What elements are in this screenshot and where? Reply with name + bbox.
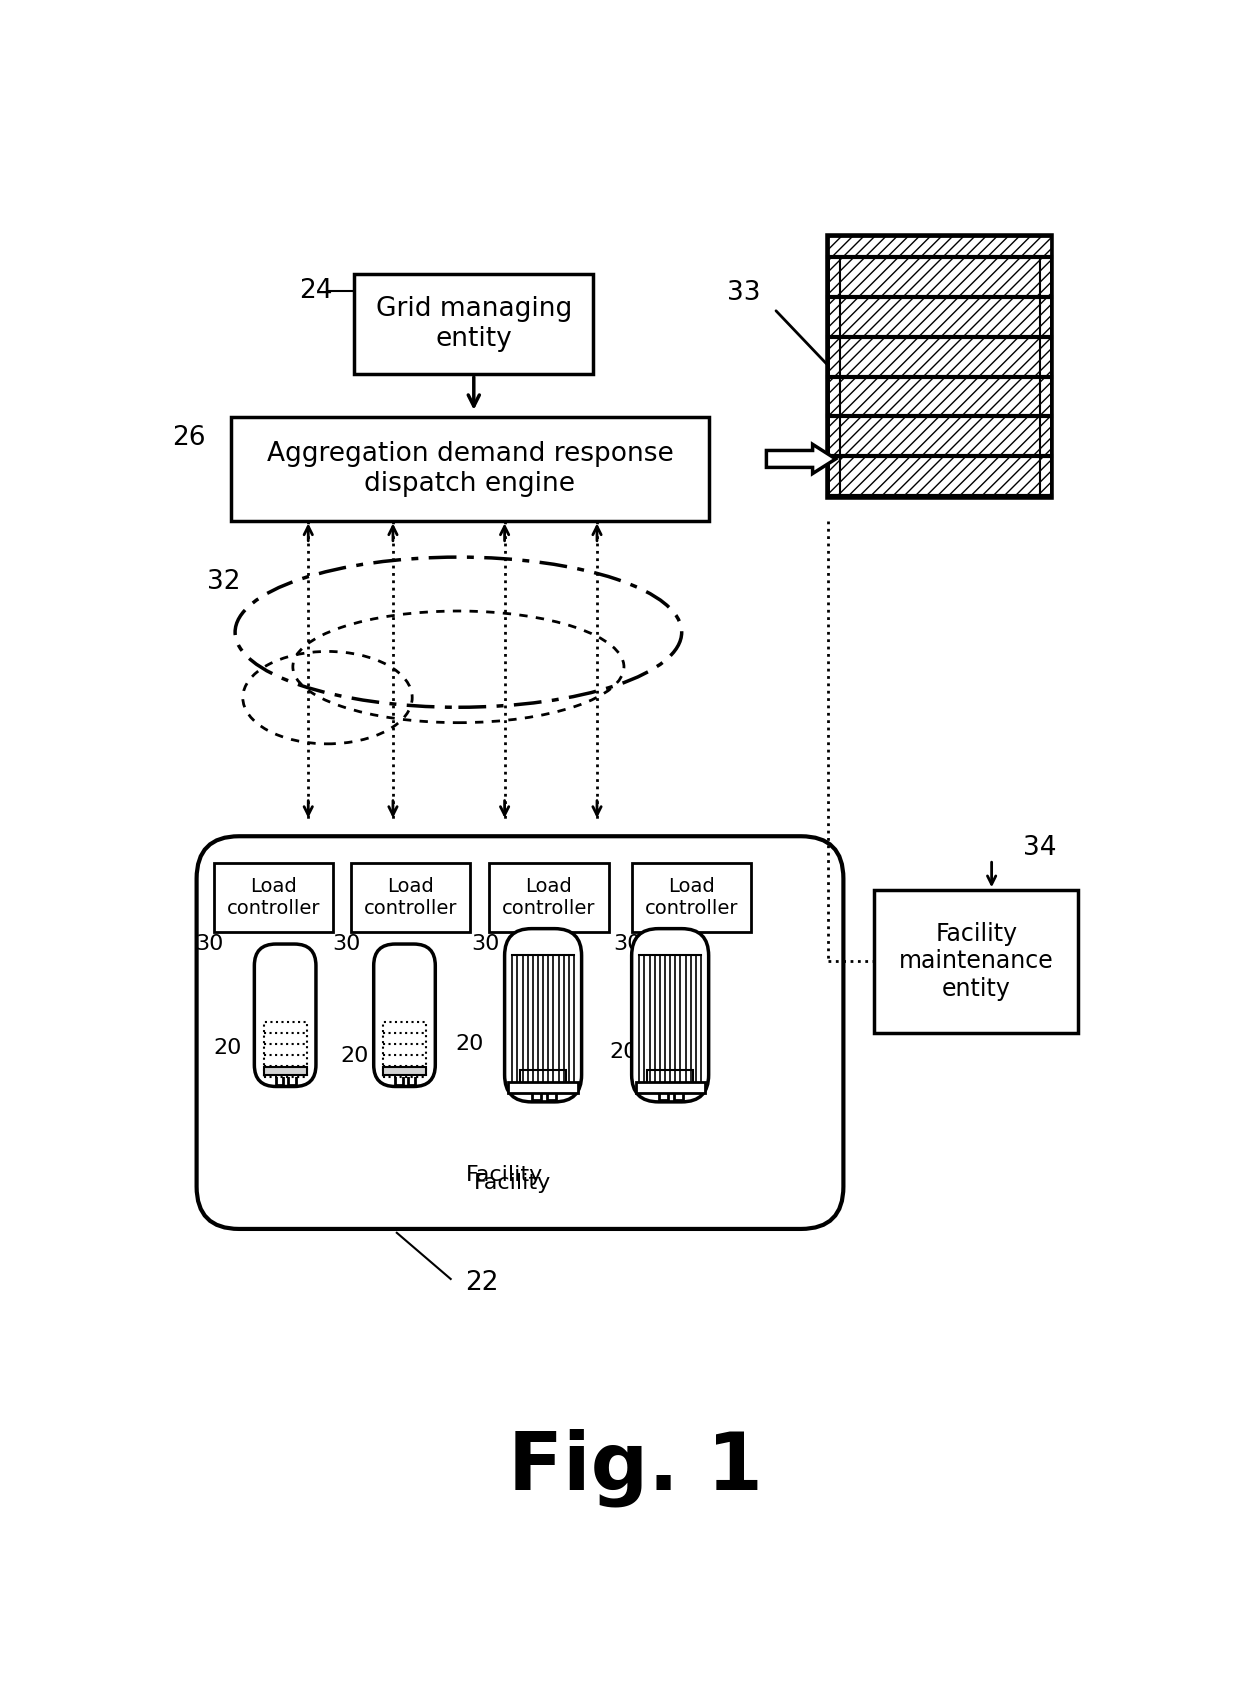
Bar (288, 1070, 295, 1086)
Text: 20: 20 (213, 1038, 242, 1058)
FancyArrow shape (766, 444, 836, 473)
Bar (675, 1086, 683, 1101)
Text: Facility: Facility (474, 1173, 551, 1193)
Bar (647, 1070, 693, 1086)
Text: Aggregation demand response
dispatch engine: Aggregation demand response dispatch eng… (267, 440, 673, 497)
Bar (635, 1082, 704, 1092)
Text: 20: 20 (456, 1034, 484, 1055)
Text: Facility
maintenance
entity: Facility maintenance entity (899, 922, 1054, 1002)
Text: 33: 33 (727, 280, 760, 306)
Text: Fig. 1: Fig. 1 (508, 1429, 763, 1507)
Bar (383, 1022, 427, 1077)
Text: 30: 30 (471, 934, 500, 954)
Bar (830, 377, 1050, 417)
Text: 24: 24 (299, 278, 332, 304)
Bar (830, 417, 1050, 456)
Text: Load
controller: Load controller (645, 877, 738, 918)
Bar (386, 1055, 423, 1070)
Bar (396, 1070, 403, 1086)
Text: Facility: Facility (466, 1166, 543, 1185)
Bar (264, 1022, 306, 1077)
Bar (520, 1070, 567, 1086)
Bar (264, 1067, 306, 1075)
FancyBboxPatch shape (254, 944, 316, 1086)
Bar (355, 275, 593, 374)
Text: Load
controller: Load controller (363, 877, 458, 918)
Bar (658, 1086, 668, 1101)
Text: 20: 20 (340, 1046, 368, 1065)
Bar (490, 864, 609, 932)
Bar (828, 236, 1052, 258)
Text: Load
controller: Load controller (502, 877, 595, 918)
Text: 30: 30 (332, 934, 361, 954)
FancyBboxPatch shape (373, 944, 435, 1086)
Bar (830, 336, 1050, 377)
Bar (231, 417, 708, 521)
Text: Grid managing
entity: Grid managing entity (376, 297, 572, 352)
Text: 20: 20 (610, 1041, 639, 1062)
Bar (532, 1086, 541, 1101)
Bar (828, 236, 1052, 497)
Text: 30: 30 (614, 934, 642, 954)
Bar (508, 1082, 578, 1092)
Bar (277, 1070, 283, 1086)
Bar (631, 864, 751, 932)
Bar (408, 1070, 415, 1086)
Text: 32: 32 (207, 568, 241, 596)
Bar (351, 864, 470, 932)
Text: 30: 30 (196, 934, 224, 954)
FancyBboxPatch shape (505, 929, 582, 1103)
Text: 34: 34 (1023, 835, 1056, 860)
Bar (547, 1086, 557, 1101)
Bar (383, 1067, 427, 1075)
Bar (213, 864, 332, 932)
Bar (267, 1055, 304, 1070)
Bar (874, 889, 1079, 1033)
Bar (830, 297, 1050, 336)
Bar (830, 258, 1050, 297)
Text: Load
controller: Load controller (227, 877, 320, 918)
Bar (830, 456, 1050, 497)
FancyBboxPatch shape (631, 929, 708, 1103)
Text: 22: 22 (465, 1270, 498, 1296)
FancyBboxPatch shape (197, 836, 843, 1229)
Text: 26: 26 (172, 425, 206, 451)
